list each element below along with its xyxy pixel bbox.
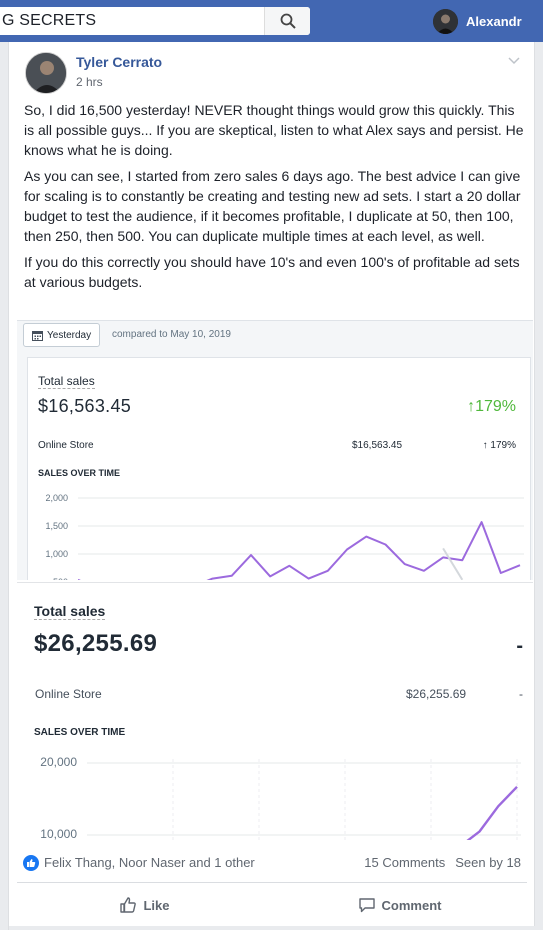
reactions-bar: Felix Thang, Noor Naser and 1 other 15 C… [17,843,527,883]
seen-by-count[interactable]: Seen by 18 [455,855,521,870]
total-sales-title: Total sales [38,374,95,389]
comment-label: Comment [381,897,442,913]
calendar-icon [32,330,43,341]
post-timestamp[interactable]: 2 hrs [76,75,103,89]
total-sales-change: ↑179% [467,398,516,415]
search-box[interactable]: G SECRETS [0,7,310,35]
online-store-value: $26,255.69 [406,687,467,701]
y-tick-label: 20,000 [40,755,77,769]
reaction-names[interactable]: Felix Thang, Noor Naser and 1 other [44,855,255,870]
sales-chart-2: 20,000 10,000 [40,755,521,840]
comparison-label: compared to May 10, 2019 [112,329,231,340]
y-tick-label: 1,500 [45,521,68,531]
comment-icon [358,898,375,913]
sales-chart-1: 2,000 1,500 1,000 500 [45,493,524,580]
online-store-label: Online Store [38,440,94,451]
total-sales-value: $16,563.45 [38,396,132,416]
total-sales-value: $26,255.69 [34,630,158,657]
comparison-line [442,547,464,580]
y-tick-label: 10,000 [40,827,77,840]
post-options-button[interactable] [508,52,520,70]
search-icon [280,13,296,29]
like-button[interactable]: Like [17,885,272,925]
y-tick-label: 2,000 [45,493,68,503]
y-tick-label: 1,000 [45,549,68,559]
chevron-down-icon [508,57,520,65]
series-line [77,521,521,580]
y-tick-label: 500 [53,577,68,580]
author-name[interactable]: Tyler Cerrato [76,54,163,70]
like-label: Like [143,897,170,913]
search-button[interactable] [264,7,310,35]
online-store-label: Online Store [35,687,102,701]
thumbs-up-icon [120,897,137,913]
top-navigation-bar: G SECRETS Alexandr [0,0,543,42]
like-reaction-icon[interactable] [23,854,39,871]
analytics-screenshot-2[interactable]: Total sales $26,255.69 - Online Store $2… [17,582,533,840]
author-avatar[interactable] [25,52,67,94]
total-sales-title: Total sales [34,603,106,620]
post-body: So, I did 16,500 yesterday! NEVER though… [24,100,524,298]
sales-over-time-label: SALES OVER TIME [34,727,126,738]
date-range-button: Yesterday [23,323,101,347]
user-avatar[interactable] [433,8,458,34]
card-bottom-gap [9,926,536,930]
search-input[interactable]: G SECRETS [2,12,97,29]
online-store-value: $16,563.45 [352,440,403,451]
date-range-label: Yesterday [47,329,92,341]
post-actions: Like Comment [17,885,527,925]
post-paragraph: As you can see, I started from zero sale… [24,168,521,244]
online-store-change: - [519,687,523,701]
sales-over-time-label: SALES OVER TIME [38,468,121,478]
online-store-change: ↑ 179% [482,440,516,451]
post-card: Tyler Cerrato 2 hrs So, I did 16,500 yes… [8,42,536,930]
total-sales-change: - [516,635,523,657]
total-sales-panel: Total sales $16,563.45 ↑179% Online Stor… [27,357,531,580]
series-line [466,785,518,840]
comment-button[interactable]: Comment [272,885,527,925]
profile-link[interactable]: Alexandr [433,8,522,34]
comments-count[interactable]: 15 Comments [364,855,446,870]
post-paragraph: So, I did 16,500 yesterday! NEVER though… [24,102,524,158]
user-name[interactable]: Alexandr [466,13,522,29]
analytics-screenshot-1[interactable]: Yesterday compared to May 10, 2019 Total… [17,320,533,580]
post-paragraph: If you do this correctly you should have… [24,254,520,290]
